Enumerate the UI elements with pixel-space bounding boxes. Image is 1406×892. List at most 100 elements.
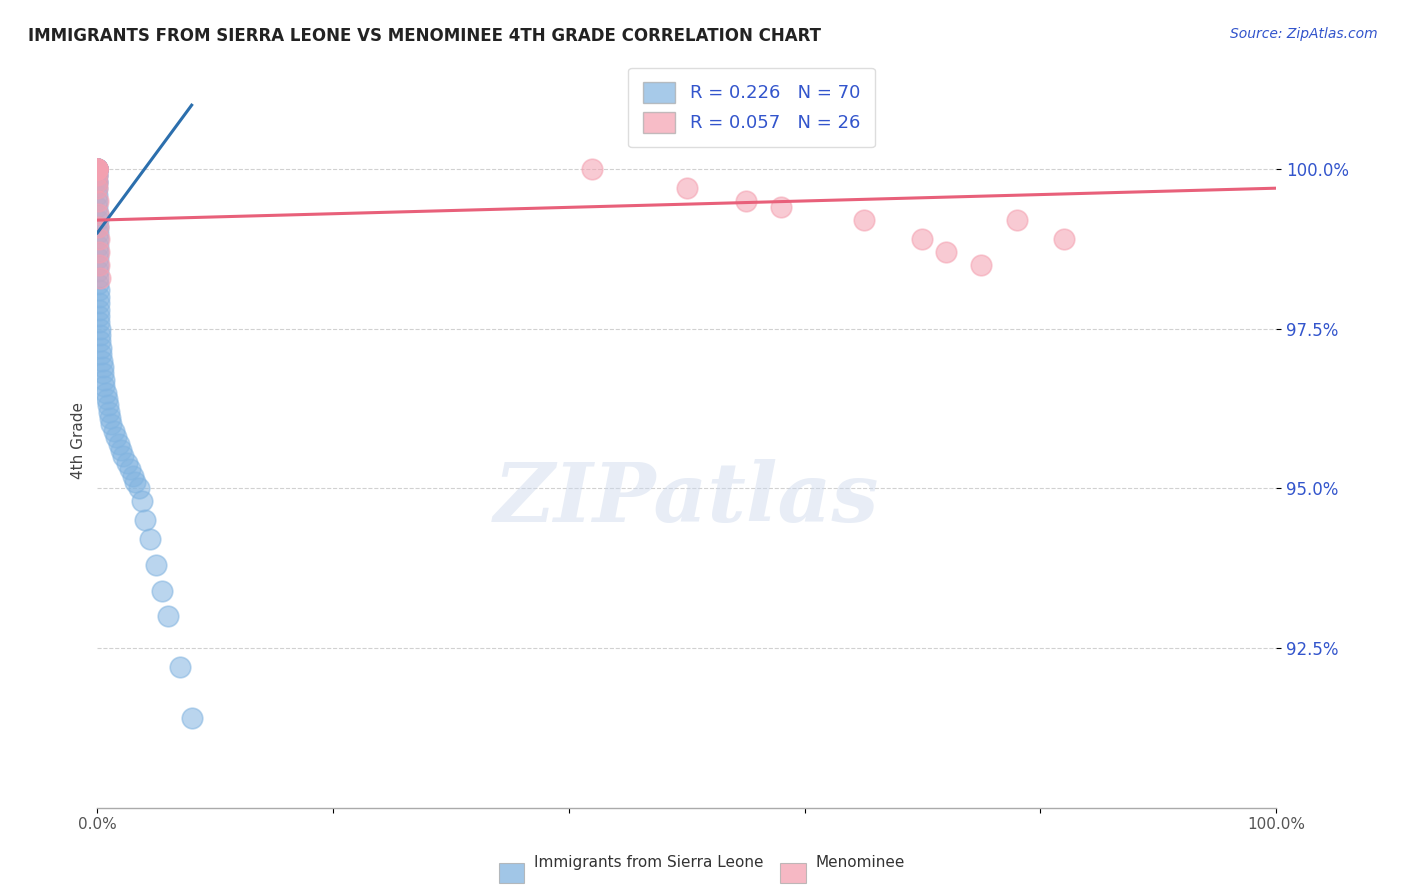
Point [86, 187, 108, 202]
Point [87, 296, 110, 310]
Point [935, 245, 957, 260]
Point [124, 475, 146, 489]
Point [86, 169, 108, 183]
Point [86, 161, 108, 176]
Point [93, 379, 115, 393]
Point [87, 258, 110, 272]
Point [86, 181, 108, 195]
Point [96, 392, 118, 406]
Point [87, 258, 110, 272]
Text: ZIPatlas: ZIPatlas [494, 459, 880, 539]
Point [86, 161, 108, 176]
Point [131, 494, 153, 508]
Point [86, 161, 108, 176]
Point [86, 161, 108, 176]
Point [86, 161, 108, 176]
Point [86, 161, 108, 176]
Text: Source: ZipAtlas.com: Source: ZipAtlas.com [1230, 27, 1378, 41]
Point [86, 161, 108, 176]
Point [87, 264, 110, 278]
Point [94, 385, 117, 400]
Point [86, 200, 108, 214]
Point [86, 213, 108, 227]
Point [911, 232, 934, 246]
Point [121, 468, 143, 483]
Point [86, 161, 108, 176]
Point [145, 558, 167, 572]
Point [86, 161, 108, 176]
Point [169, 660, 191, 674]
Text: Immigrants from Sierra Leone: Immigrants from Sierra Leone [534, 855, 763, 870]
Point [86, 161, 108, 176]
Point [103, 424, 125, 438]
Point [115, 456, 138, 470]
Point [86, 207, 108, 221]
Point [134, 513, 156, 527]
Y-axis label: 4th Grade: 4th Grade [72, 402, 86, 479]
Point [86, 161, 108, 176]
Point [93, 373, 115, 387]
Point [86, 194, 108, 208]
Text: Menominee: Menominee [815, 855, 905, 870]
Point [87, 219, 110, 234]
Point [128, 481, 150, 495]
Point [112, 450, 135, 464]
Point [89, 328, 111, 343]
Point [86, 175, 108, 189]
Point [734, 194, 756, 208]
Point [86, 161, 108, 176]
Point [120, 462, 142, 476]
Point [91, 353, 114, 368]
Point [86, 175, 108, 189]
Point [86, 169, 108, 183]
Point [110, 443, 132, 458]
Point [970, 258, 993, 272]
Point [91, 367, 114, 381]
Point [86, 232, 108, 246]
Point [87, 207, 110, 221]
Point [107, 436, 129, 450]
Point [98, 411, 121, 425]
Point [87, 232, 110, 246]
Point [150, 583, 173, 598]
Point [97, 398, 120, 412]
Point [105, 430, 128, 444]
Point [86, 161, 108, 176]
Point [86, 161, 108, 176]
Point [89, 270, 111, 285]
Legend: R = 0.226   N = 70, R = 0.057   N = 26: R = 0.226 N = 70, R = 0.057 N = 26 [628, 68, 875, 147]
Point [89, 321, 111, 335]
Point [89, 315, 111, 329]
Point [180, 711, 202, 725]
Point [157, 609, 180, 624]
Point [86, 161, 108, 176]
Point [139, 533, 162, 547]
Point [87, 284, 110, 298]
Point [87, 194, 110, 208]
Point [86, 219, 108, 234]
Point [90, 347, 112, 361]
Point [769, 200, 792, 214]
Point [86, 169, 108, 183]
Point [89, 334, 111, 349]
Point [87, 245, 110, 260]
Point [1005, 213, 1028, 227]
Point [100, 417, 122, 432]
Point [91, 359, 114, 374]
Text: IMMIGRANTS FROM SIERRA LEONE VS MENOMINEE 4TH GRADE CORRELATION CHART: IMMIGRANTS FROM SIERRA LEONE VS MENOMINE… [28, 27, 821, 45]
Point [852, 213, 875, 227]
Point [1053, 232, 1076, 246]
Point [87, 252, 110, 266]
Point [581, 161, 603, 176]
Point [87, 290, 110, 304]
Point [87, 302, 110, 317]
Point [87, 245, 110, 260]
Point [86, 181, 108, 195]
Point [87, 309, 110, 323]
Point [86, 161, 108, 176]
Point [90, 341, 112, 355]
Point [87, 238, 110, 252]
Point [98, 405, 121, 419]
Point [86, 226, 108, 240]
Point [87, 277, 110, 291]
